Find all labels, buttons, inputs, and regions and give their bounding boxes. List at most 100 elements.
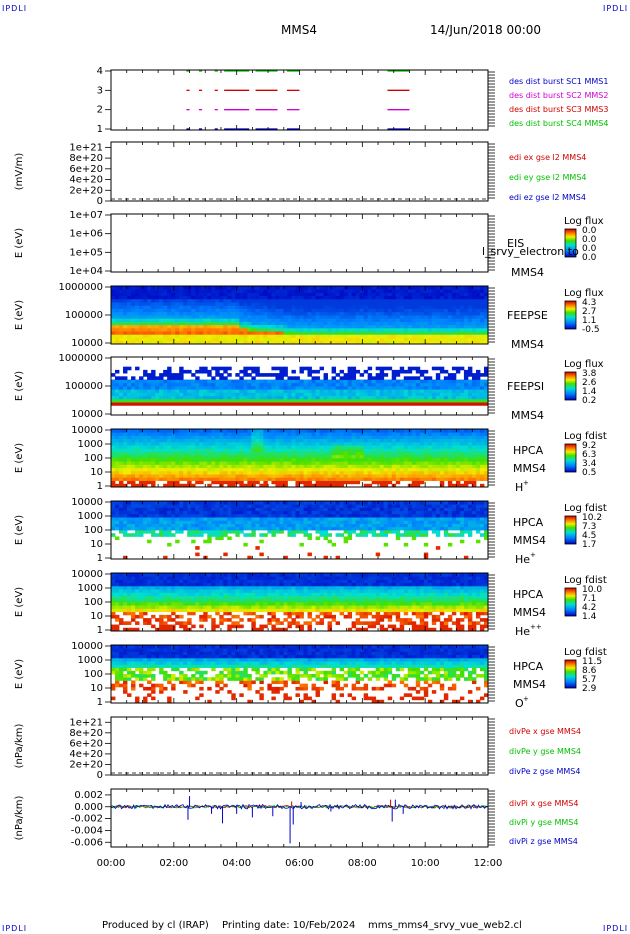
hpca-h-panel-cell bbox=[243, 458, 248, 462]
feepse-panel-cell bbox=[391, 292, 397, 297]
feepse-panel-cell bbox=[347, 340, 353, 345]
feepsi-panel-cell bbox=[335, 395, 341, 400]
hpca-h-panel-cell bbox=[435, 477, 441, 481]
feepsi-panel-cell bbox=[303, 398, 308, 403]
hpca-h-panel-cell bbox=[187, 438, 192, 443]
feepsi-panel-cell bbox=[483, 389, 489, 393]
hpca-h-panel-cell bbox=[163, 474, 168, 478]
feepsi-panel-cell bbox=[283, 366, 288, 371]
hpca-he-panel-cell bbox=[339, 513, 345, 518]
hpca-he-panel-cell bbox=[251, 533, 256, 537]
hpca-h-panel-cell bbox=[423, 448, 429, 452]
hpca-h-panel-cell bbox=[423, 470, 429, 475]
hpca-he-panel-cell bbox=[295, 523, 300, 528]
feepse-panel-cell bbox=[287, 305, 292, 309]
hpca-he-panel-cell bbox=[343, 510, 349, 515]
hpca-h-panel-cell bbox=[375, 480, 381, 485]
feepse-panel-cell bbox=[131, 292, 136, 297]
feepse-panel-cell bbox=[275, 324, 280, 329]
feepsi-panel-cell bbox=[155, 402, 160, 406]
hpca-h-panel-cell bbox=[379, 454, 385, 459]
feepsi-panel-cell bbox=[251, 379, 256, 384]
hpca-h-panel-cell bbox=[267, 435, 272, 440]
feepse-panel-cell bbox=[327, 292, 332, 297]
hpca-h-panel-cell bbox=[447, 432, 453, 436]
hpca-h-panel-cell bbox=[291, 451, 296, 456]
feepse-panel-cell bbox=[247, 295, 252, 300]
feepse-panel-cell bbox=[223, 289, 228, 293]
feepse-panel-cell bbox=[483, 311, 489, 316]
hpca-he-panel-cell bbox=[291, 526, 296, 531]
hpca-h-panel-cell bbox=[127, 470, 132, 475]
feepsi-panel-cell bbox=[151, 389, 156, 393]
hpca-h-panel-cell bbox=[263, 441, 268, 446]
feepse-panel-cell bbox=[187, 315, 192, 319]
hpca-he-panel-cell bbox=[343, 520, 349, 524]
feepse-panel-cell bbox=[155, 324, 160, 329]
feepsi-panel-cell bbox=[435, 398, 441, 403]
hpca-he-panel-cell bbox=[363, 501, 369, 505]
feepse-panel-cell bbox=[279, 308, 284, 313]
hpca-h-panel-cell bbox=[279, 467, 284, 472]
feepse-panel-cell bbox=[339, 286, 345, 290]
hpca-h-panel-cell bbox=[239, 470, 244, 475]
hpca-h-panel-cell bbox=[443, 438, 449, 443]
hpca-he-panel-cell bbox=[255, 526, 260, 531]
feepsi-panel-cell bbox=[219, 386, 224, 390]
feepse-panel-cell bbox=[275, 331, 280, 335]
feepse-panel-cell bbox=[203, 331, 208, 335]
hpca-h-panel-cell bbox=[175, 438, 180, 443]
feepse-panel-cell bbox=[231, 334, 236, 338]
feepse-panel-cell bbox=[343, 286, 349, 290]
hpca-h-panel-cell bbox=[139, 454, 144, 459]
hpca-h-panel-cell bbox=[311, 477, 316, 481]
hpca-h-panel-cell bbox=[135, 470, 140, 475]
hpca-h-panel-cell bbox=[215, 474, 220, 478]
hpca-h-panel-cell bbox=[115, 441, 120, 446]
feepse-panel-cell bbox=[359, 324, 365, 329]
hpca-he-panel-cell bbox=[147, 513, 152, 518]
hpca-h-panel-cell bbox=[439, 432, 445, 436]
feepsi-panel-cell bbox=[363, 382, 369, 387]
feepse-panel-cell bbox=[367, 308, 373, 313]
feepse-panel-cell bbox=[259, 331, 264, 335]
feepse-panel-cell bbox=[347, 286, 353, 290]
feepse-panel-cell bbox=[435, 340, 441, 345]
feepse-panel-cell bbox=[371, 295, 377, 300]
hpca-he-panel-cell bbox=[319, 504, 324, 508]
hpca-h-panel-cell bbox=[315, 448, 320, 452]
feepsi-panel-cell bbox=[383, 382, 389, 387]
hpca-h-panel-cell bbox=[111, 429, 116, 433]
hpca-h-panel-cell bbox=[467, 464, 473, 469]
hpca-h-panel-cell bbox=[383, 438, 389, 443]
feepse-panel-cell bbox=[471, 318, 477, 322]
hpca-he-panel-cell bbox=[311, 504, 316, 508]
hpca-he-panel-cell bbox=[163, 523, 168, 528]
hpca-h-panel-cell bbox=[227, 483, 232, 488]
feepse-panel-cell bbox=[219, 289, 224, 293]
hpca-h-panel-cell bbox=[183, 448, 188, 452]
feepse-panel-cell bbox=[119, 331, 124, 335]
hpca-h-panel-cell bbox=[219, 480, 224, 485]
hpca-he-panel-cell bbox=[331, 520, 336, 524]
feepsi-panel-cell bbox=[399, 402, 405, 406]
feepse-panel-cell bbox=[163, 308, 168, 313]
feepsi-panel-cell bbox=[427, 392, 433, 397]
feepse-panel-cell bbox=[375, 334, 381, 338]
hpca-h-panel-cell bbox=[191, 477, 196, 481]
feepse-panel-cell bbox=[203, 315, 208, 319]
feepse-panel-cell bbox=[423, 315, 429, 319]
feepse-panel-cell bbox=[483, 331, 489, 335]
hpca-h-panel-cell bbox=[367, 477, 373, 481]
hpca-h-panel-cell bbox=[403, 448, 409, 452]
feepse-panel-cell bbox=[263, 331, 268, 335]
feepse-panel-cell bbox=[463, 289, 469, 293]
hpca-h-panel-cell bbox=[303, 477, 308, 481]
feepse-panel-cell bbox=[343, 327, 349, 332]
hpca-h-panel-cell bbox=[195, 454, 200, 459]
hpca-he-panel-cell bbox=[251, 517, 256, 521]
hpca-he-panel-cell bbox=[263, 507, 268, 512]
hpca-he-panel-cell bbox=[371, 526, 377, 531]
hpca-h-panel-cell bbox=[223, 458, 228, 462]
hpca-he-panel-cell bbox=[235, 523, 240, 528]
